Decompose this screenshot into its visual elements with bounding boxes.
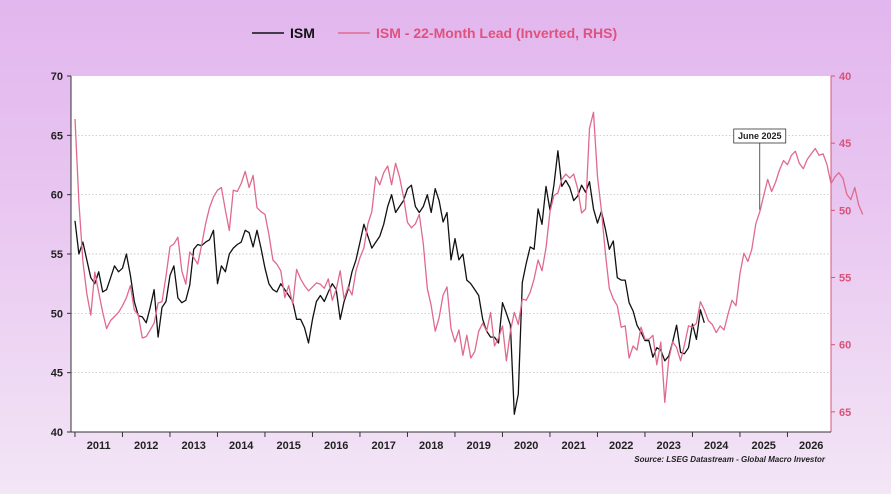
left-tick-label-45: 45 [51, 368, 63, 380]
annotation-box [733, 128, 787, 144]
x-tick-label-2024: 2024 [704, 440, 729, 452]
x-tick-label-2025: 2025 [751, 440, 775, 452]
legend-label-ism-lead: ISM - 22-Month Lead (Inverted, RHS) [376, 25, 617, 41]
x-tick-label-2023: 2023 [656, 440, 680, 452]
x-tick-label-2019: 2019 [466, 440, 490, 452]
left-tick-label-70: 70 [51, 71, 63, 83]
x-tick-label-2021: 2021 [561, 440, 585, 452]
x-tick-label-2013: 2013 [181, 440, 205, 452]
x-tick-label-2017: 2017 [371, 440, 395, 452]
legend-label-ism: ISM [290, 25, 315, 41]
x-tick-label-2026: 2026 [799, 440, 823, 452]
axes: 40 45 50 55 60 65 70 40 45 50 55 60 65 2011 2012 2013 20… [51, 71, 852, 452]
x-tick-label-2018: 2018 [419, 440, 443, 452]
x-tick-label-2014: 2014 [229, 440, 254, 452]
right-tick-label-40: 40 [839, 71, 851, 83]
series-line-ism-22m-lead [74, 111, 864, 404]
x-tick-label-2022: 2022 [609, 440, 633, 452]
x-tick-label-2015: 2015 [276, 440, 300, 452]
right-tick-label-65: 65 [839, 407, 851, 419]
left-tick-label-50: 50 [51, 308, 63, 320]
right-tick-label-55: 55 [839, 273, 851, 285]
series-line-ism [74, 150, 705, 415]
left-tick-label-65: 65 [51, 130, 63, 142]
x-tick-label-2012: 2012 [134, 440, 158, 452]
series-lines [74, 111, 864, 415]
grid [71, 134, 831, 374]
annotation-june-2025: June 2025 [733, 128, 787, 210]
annotation-label: June 2025 [738, 131, 782, 141]
right-tick-label-45: 45 [839, 138, 851, 150]
left-tick-label-40: 40 [51, 427, 63, 439]
left-tick-label-55: 55 [51, 249, 63, 261]
x-tick-label-2020: 2020 [514, 440, 538, 452]
right-tick-label-60: 60 [839, 340, 851, 352]
left-tick-label-60: 60 [51, 190, 63, 202]
legend: ISM ISM - 22-Month Lead (Inverted, RHS) [252, 25, 617, 41]
x-tick-label-2016: 2016 [324, 440, 348, 452]
x-tick-label-2011: 2011 [87, 440, 111, 452]
right-tick-label-50: 50 [839, 205, 851, 217]
source-note: Source: LSEG Datastream - Global Macro I… [634, 455, 826, 464]
